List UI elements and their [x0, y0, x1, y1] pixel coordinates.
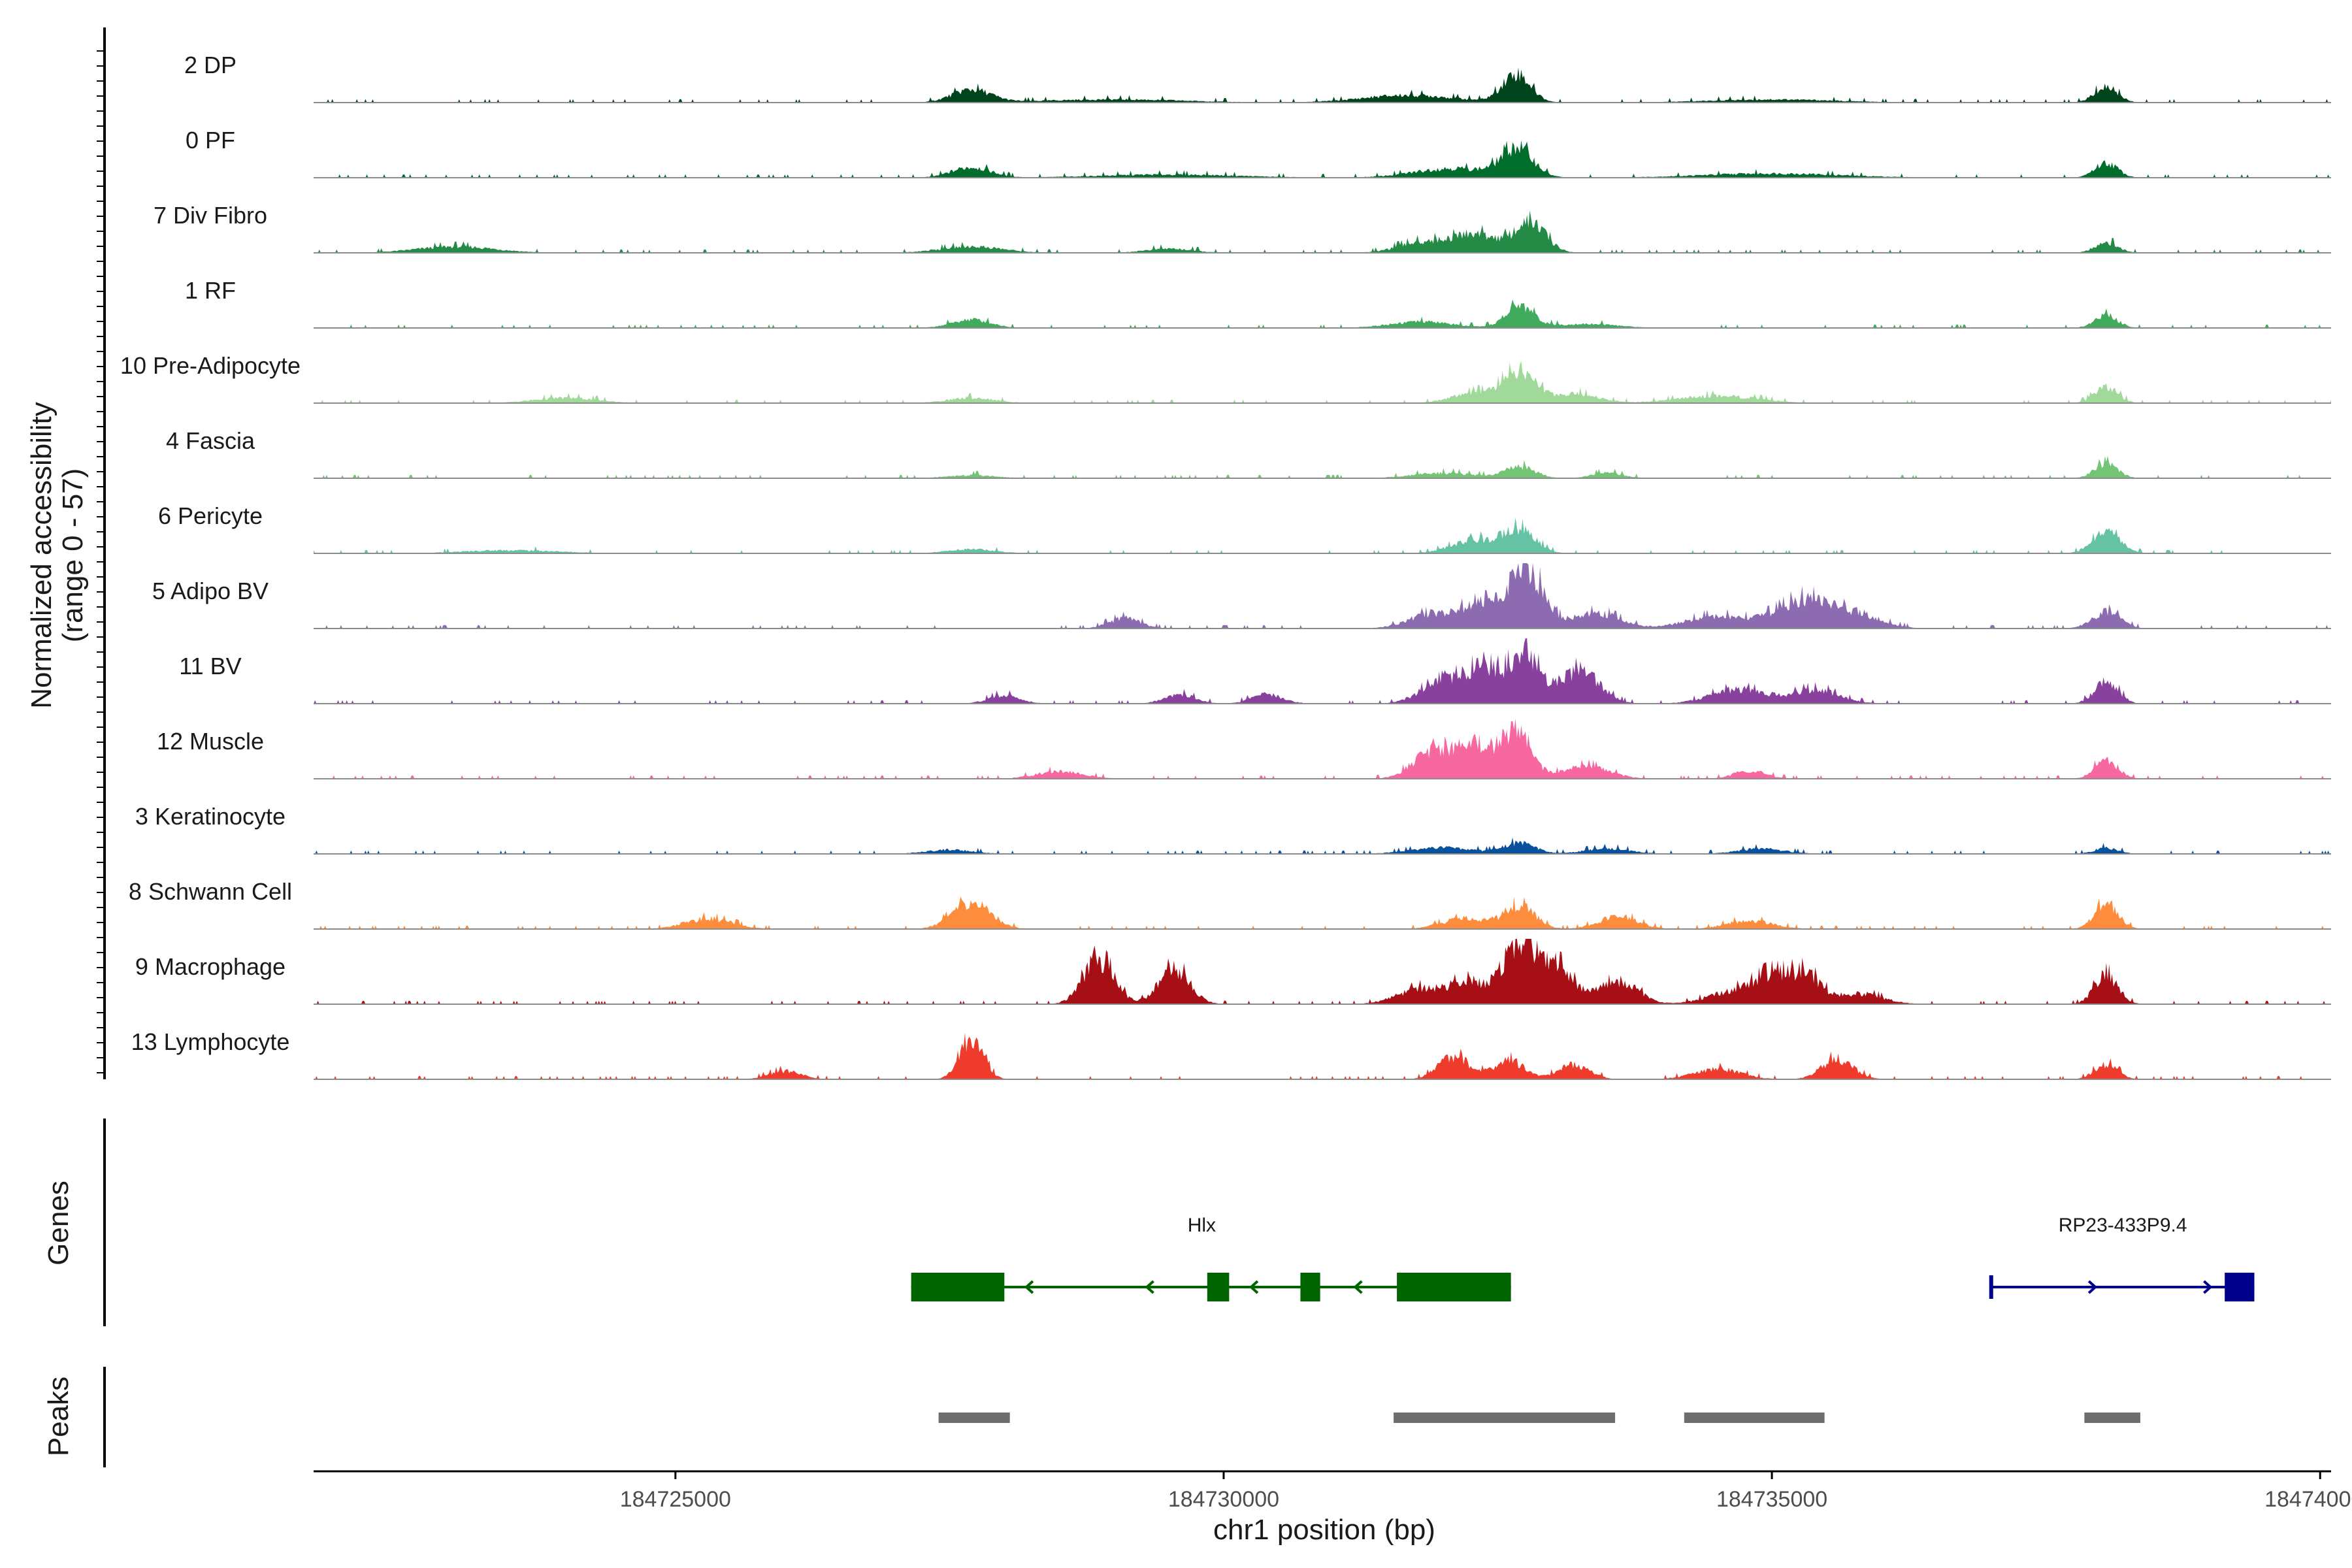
genes-panel-label: Genes [42, 1181, 74, 1266]
coverage-area [314, 67, 2331, 103]
peaks-panel-label: Peaks [42, 1377, 74, 1456]
track-label: 7 Div Fibro [154, 202, 267, 229]
gene-exon [1207, 1273, 1230, 1301]
coverage-track: 4 Fascia [166, 427, 2331, 479]
x-axis-title: chr1 position (bp) [1213, 1514, 1435, 1546]
x-tick-label: 184735000 [1716, 1487, 1827, 1512]
gene-name-label: Hlx [1188, 1215, 1216, 1236]
coverage-area [314, 1032, 2331, 1079]
coverage-track: 10 Pre-Adipocyte [120, 352, 2331, 404]
coverage-area [314, 939, 2331, 1004]
track-label: 13 Lymphocyte [131, 1028, 290, 1055]
track-label: 8 Schwann Cell [129, 878, 292, 905]
peak-region [2084, 1413, 2140, 1423]
x-axis: 184725000 184730000 184735000 184740000 [314, 1470, 2352, 1512]
strand-arrow [1249, 1280, 1259, 1294]
coverage-area [314, 517, 2331, 553]
track-label: 9 Macrophage [135, 953, 286, 980]
strand-arrow [2087, 1280, 2098, 1294]
coverage-area [314, 719, 2331, 779]
coverage-track: 2 DP [184, 52, 2331, 103]
y-axis-title: Normalized accessibility [25, 402, 57, 708]
strand-arrow [1024, 1280, 1034, 1294]
strand-arrow [2203, 1280, 2213, 1294]
track-label: 10 Pre-Adipocyte [120, 352, 301, 379]
y-axis-range: (range 0 - 57) [57, 468, 89, 643]
peak-region [1394, 1413, 1616, 1423]
track-label: 6 Pericyte [158, 502, 263, 529]
gene-exon [911, 1273, 1005, 1301]
coverage-area [314, 563, 2331, 629]
gene-exon [2225, 1273, 2255, 1301]
peak-regions [938, 1413, 2140, 1423]
coverage-area [314, 299, 2331, 328]
track-label: 3 Keratinocyte [135, 803, 286, 830]
gene-model: RP23-433P9.4 [1989, 1215, 2255, 1301]
gene-exon [1300, 1273, 1320, 1301]
coverage-track: 7 Div Fibro [154, 202, 2331, 253]
track-label: 0 PF [186, 127, 235, 154]
x-tick-label: 184740000 [2264, 1487, 2352, 1512]
peak-region [1684, 1413, 1825, 1423]
coverage-track: 3 Keratinocyte [135, 803, 2331, 855]
track-label: 12 Muscle [157, 728, 264, 755]
coverage-tracks: 2 DP 0 PF 7 Div Fibro 1 RF 10 Pre-Adipocyte 4… [120, 52, 2331, 1080]
coverage-track: 1 RF [185, 277, 2331, 329]
x-tick-label: 184725000 [620, 1487, 731, 1512]
coverage-area [314, 210, 2331, 253]
coverage-area [314, 361, 2331, 403]
x-tick-label: 184730000 [1168, 1487, 1279, 1512]
strand-arrow [1353, 1280, 1363, 1294]
gene-model: Hlx [911, 1215, 1511, 1301]
coverage-track: 11 BV [179, 638, 2331, 704]
coverage-area [314, 837, 2331, 854]
track-label: 2 DP [184, 52, 237, 78]
coverage-area [314, 140, 2331, 178]
coverage-area [314, 896, 2331, 929]
coverage-track: 5 Adipo BV [152, 563, 2331, 629]
track-label: 1 RF [185, 277, 236, 304]
coverage-area [314, 455, 2331, 478]
coverage-track: 8 Schwann Cell [129, 878, 2331, 930]
coverage-track: 9 Macrophage [135, 939, 2331, 1005]
y-axis [97, 27, 106, 1079]
coverage-track: 12 Muscle [157, 719, 2331, 779]
coverage-track: 13 Lymphocyte [131, 1028, 2331, 1080]
track-label: 11 BV [179, 653, 241, 679]
track-label: 5 Adipo BV [152, 578, 269, 604]
gene-exon [1397, 1273, 1511, 1301]
gene-name-label: RP23-433P9.4 [2059, 1215, 2187, 1236]
peaks-panel: Peaks [42, 1367, 2140, 1467]
coverage-track: 6 Pericyte [158, 502, 2331, 554]
track-label: 4 Fascia [166, 427, 255, 454]
coverage-area [314, 638, 2331, 704]
coverage-track: 0 PF [186, 127, 2331, 178]
strand-arrow [1145, 1280, 1154, 1294]
gene-models: Hlx RP23-433P9.4 [911, 1215, 2255, 1301]
genes-panel: Genes Hlx RP23-433P9.4 [42, 1119, 2255, 1326]
peak-region [938, 1413, 1010, 1423]
